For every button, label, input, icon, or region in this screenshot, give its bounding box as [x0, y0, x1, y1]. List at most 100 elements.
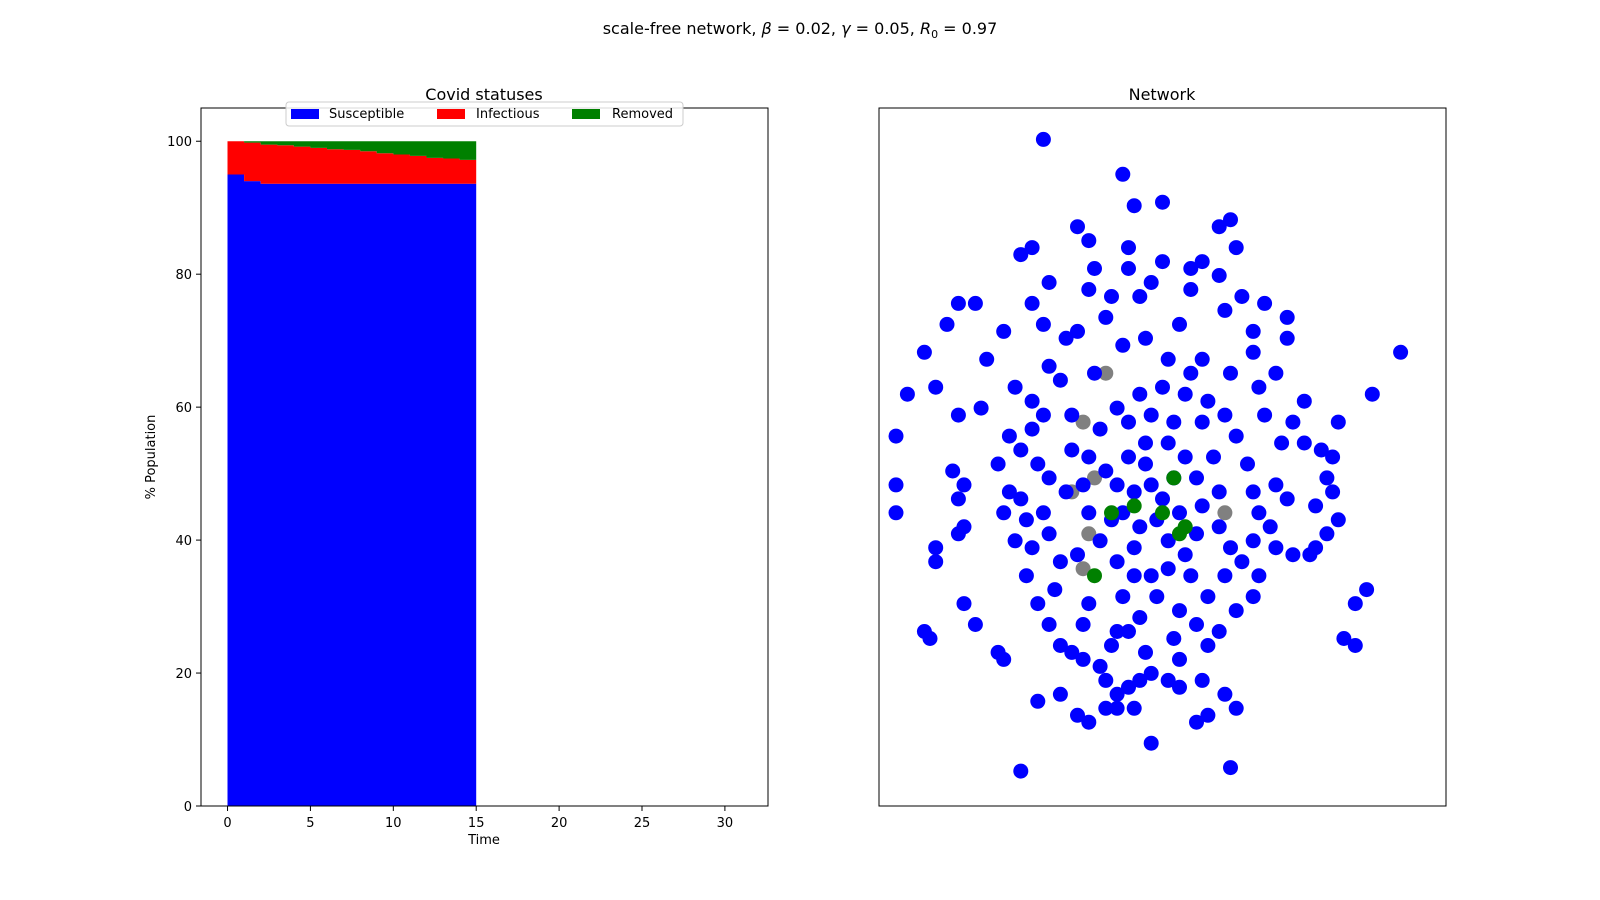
node-susceptible	[1347, 638, 1363, 653]
node-susceptible	[1189, 470, 1204, 486]
node-susceptible	[1200, 589, 1216, 605]
node-susceptible	[1109, 554, 1125, 570]
node-susceptible	[1200, 707, 1216, 723]
node-susceptible	[1132, 672, 1148, 688]
node-susceptible	[1121, 679, 1136, 695]
node-susceptible	[1160, 435, 1176, 451]
node-susceptible	[1126, 484, 1142, 500]
node-susceptible	[1075, 651, 1091, 667]
node-susceptible	[1217, 686, 1233, 702]
node-susceptible	[1223, 212, 1238, 228]
y-tick-label: 0	[184, 800, 192, 815]
node-susceptible	[1194, 351, 1210, 367]
node-susceptible	[1228, 700, 1244, 716]
node-susceptible	[1245, 533, 1261, 549]
node-susceptible	[1285, 414, 1301, 430]
node-susceptible	[1041, 526, 1057, 542]
node-other	[1098, 365, 1114, 381]
node-susceptible	[1189, 617, 1204, 632]
legend-swatch-removed	[572, 109, 600, 119]
node-susceptible	[1364, 386, 1380, 402]
node-susceptible	[1024, 540, 1040, 556]
node-susceptible	[1245, 344, 1261, 360]
node-susceptible	[956, 477, 972, 493]
node-susceptible	[1240, 456, 1255, 472]
node-susceptible	[1211, 624, 1227, 639]
node-susceptible	[950, 407, 966, 423]
node-susceptible	[1160, 672, 1176, 688]
node-susceptible	[1393, 344, 1409, 360]
node-susceptible	[1228, 240, 1244, 256]
node-susceptible	[1035, 505, 1051, 521]
y-tick-label: 100	[167, 135, 192, 150]
node-susceptible	[1030, 456, 1046, 472]
network-chart-frame	[878, 107, 1447, 807]
node-susceptible	[1126, 700, 1142, 716]
node-susceptible	[1143, 735, 1159, 751]
node-susceptible	[1194, 414, 1210, 430]
node-susceptible	[1041, 358, 1057, 374]
node-susceptible	[1268, 365, 1284, 381]
node-susceptible	[1115, 505, 1131, 521]
node-susceptible	[1330, 512, 1346, 528]
legend-box	[285, 101, 684, 127]
x-axis-label: Time	[467, 833, 500, 848]
node-susceptible	[1070, 547, 1085, 563]
node-susceptible	[1081, 596, 1097, 612]
node-susceptible	[1359, 582, 1375, 598]
area-susceptible	[227, 174, 477, 806]
node-susceptible	[1177, 449, 1193, 465]
node-susceptible	[1279, 491, 1295, 507]
node-susceptible	[1024, 240, 1040, 256]
node-susceptible	[1268, 477, 1284, 493]
y-tick-label: 60	[175, 401, 192, 416]
node-susceptible	[939, 316, 955, 332]
node-susceptible	[1126, 198, 1142, 214]
node-susceptible	[1081, 282, 1097, 297]
legend-swatch-susceptible	[291, 109, 319, 119]
node-susceptible	[945, 463, 961, 479]
node-susceptible	[1274, 435, 1290, 451]
node-susceptible	[1211, 219, 1227, 235]
node-susceptible	[1041, 470, 1057, 486]
node-susceptible	[1104, 638, 1119, 653]
node-susceptible	[1052, 638, 1068, 653]
node-susceptible	[996, 505, 1012, 521]
node-susceptible	[1132, 610, 1148, 625]
node-susceptible	[1189, 526, 1204, 542]
node-susceptible	[1217, 568, 1233, 584]
node-susceptible	[1155, 194, 1170, 210]
node-susceptible	[1160, 561, 1176, 577]
node-susceptible	[1013, 763, 1029, 779]
node-susceptible	[922, 631, 938, 646]
y-axis: 0 20 40 60 80 100	[167, 135, 201, 815]
node-susceptible	[1143, 568, 1159, 584]
legend-label-susceptible: Susceptible	[329, 107, 404, 122]
node-susceptible	[1143, 275, 1159, 290]
node-susceptible	[1104, 289, 1119, 304]
node-susceptible	[1138, 644, 1153, 660]
node-susceptible	[888, 428, 904, 444]
node-susceptible	[1160, 351, 1176, 367]
node-susceptible	[1052, 686, 1068, 702]
node-susceptible	[1087, 261, 1102, 276]
node-susceptible	[1200, 393, 1216, 409]
node-susceptible	[1257, 295, 1273, 311]
node-susceptible	[1109, 477, 1125, 493]
node-susceptible	[1143, 407, 1159, 423]
x-tick-label: 0	[223, 816, 231, 831]
node-susceptible	[1223, 760, 1238, 776]
node-susceptible	[1251, 379, 1267, 395]
node-susceptible	[1052, 372, 1068, 388]
node-susceptible	[928, 379, 944, 395]
node-susceptible	[950, 295, 966, 311]
node-susceptible	[1279, 309, 1295, 325]
node-susceptible	[888, 477, 904, 493]
node-susceptible	[1325, 449, 1341, 465]
node-susceptible	[1228, 428, 1244, 444]
node-susceptible	[1064, 442, 1080, 458]
node-removed	[1104, 505, 1119, 521]
node-susceptible	[1013, 442, 1029, 458]
network-chart-title: Network	[1129, 85, 1197, 104]
